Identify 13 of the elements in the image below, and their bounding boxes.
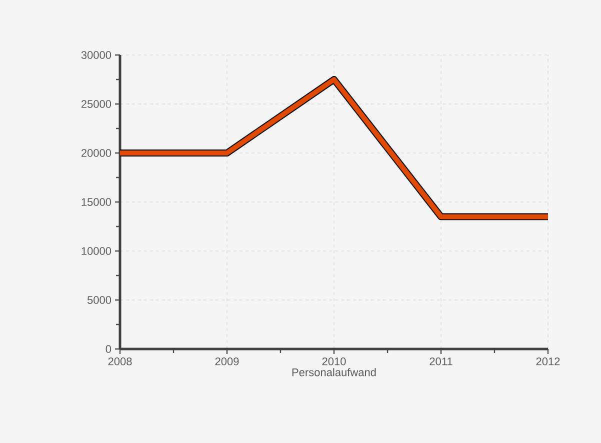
x-tick-label: 2011 xyxy=(430,357,452,366)
x-axis-title: Personalaufwand xyxy=(292,368,376,376)
y-tick-label: 5000 xyxy=(87,296,112,304)
x-tick-label: 2008 xyxy=(108,357,132,366)
y-tick-label: 10000 xyxy=(82,247,112,255)
y-tick-label: 0 xyxy=(106,345,112,353)
x-tick-label: 2012 xyxy=(536,357,560,366)
x-tick-label: 2010 xyxy=(322,357,346,366)
y-tick-label: 30000 xyxy=(81,51,112,59)
y-tick-label: 20000 xyxy=(81,149,112,157)
y-tick-label: 15000 xyxy=(82,198,112,206)
x-tick-label: 2009 xyxy=(215,357,239,366)
y-tick-label: 25000 xyxy=(81,100,112,108)
